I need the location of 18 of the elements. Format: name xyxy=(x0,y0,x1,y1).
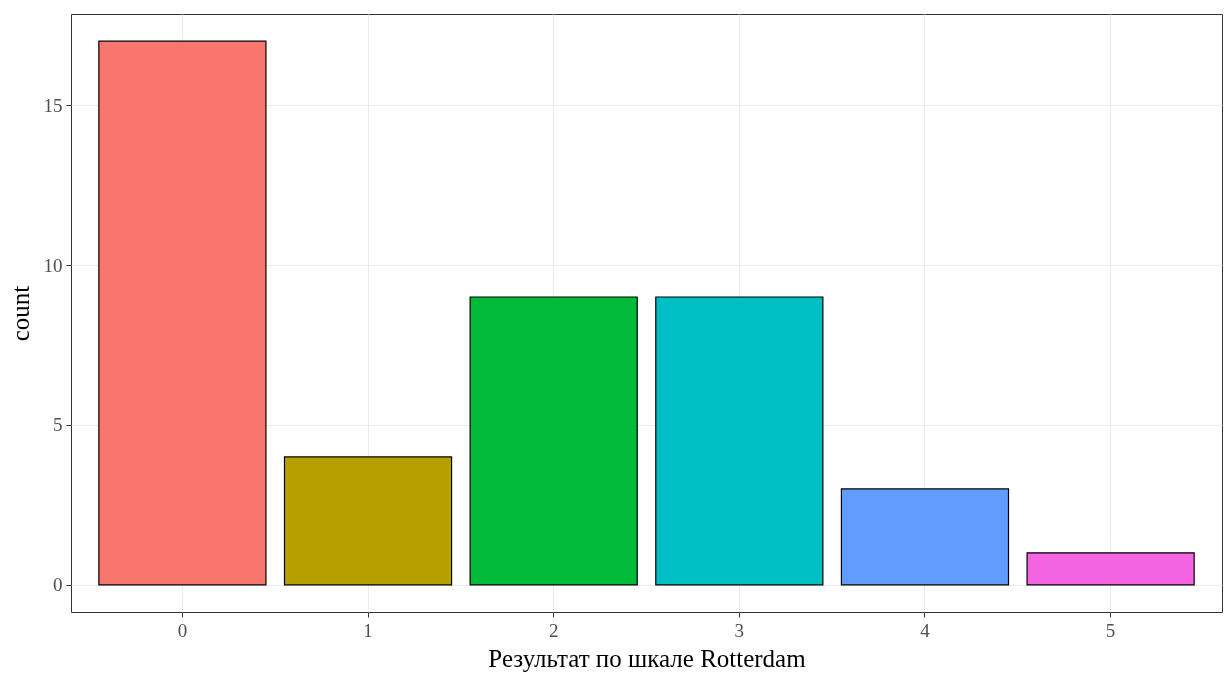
bar xyxy=(655,296,824,586)
y-tick-label: 5 xyxy=(53,414,63,436)
x-axis-title: Результат по шкале Rotterdam xyxy=(488,644,807,672)
x-tick-label: 3 xyxy=(734,619,745,641)
y-tick-label: 0 xyxy=(53,574,63,596)
bar xyxy=(469,296,638,586)
y-tick-label: 10 xyxy=(43,254,63,276)
bar xyxy=(98,40,267,586)
x-tick-label: 4 xyxy=(920,619,931,641)
x-tick-label: 0 xyxy=(177,619,188,641)
bar xyxy=(840,488,1010,586)
x-tick-label: 1 xyxy=(363,619,373,641)
bar xyxy=(283,456,453,586)
y-tick-label: 15 xyxy=(43,94,63,116)
x-tick-label: 2 xyxy=(548,619,559,641)
x-tick-label: 5 xyxy=(1105,619,1116,641)
bar xyxy=(1026,552,1195,586)
y-axis-title: count xyxy=(6,285,34,342)
